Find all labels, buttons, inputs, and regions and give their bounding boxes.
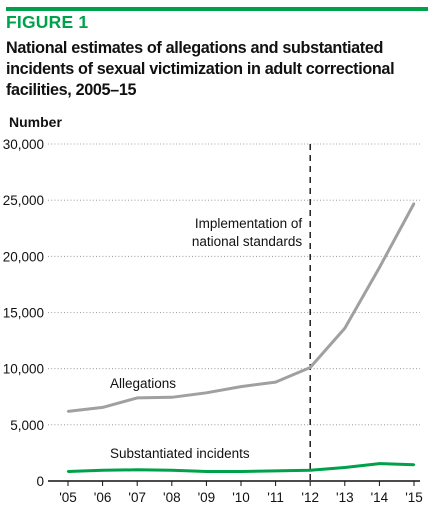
figure-top-rule — [6, 7, 428, 11]
y-axis-title: Number — [9, 114, 62, 130]
y-tick-label: 30,000 — [3, 137, 44, 152]
y-tick-label: 15,000 — [3, 306, 44, 321]
x-tick-label: '07 — [128, 490, 146, 505]
annotation-label-line-1: Implementation of — [195, 216, 303, 231]
x-tick-label: '14 — [371, 490, 389, 505]
substantiated-point — [309, 469, 312, 472]
allegations-point — [66, 410, 70, 413]
x-tick-label: '05 — [59, 490, 77, 505]
allegations-point — [274, 380, 277, 384]
y-axis-ticks: 0 5,000 10,000 15,000 20,000 25,000 30,000 — [3, 137, 44, 489]
y-tick-label: 5,000 — [10, 418, 44, 433]
figure-title: National estimates of allegations and su… — [6, 39, 395, 99]
x-tick-label: '10 — [232, 490, 250, 505]
substantiated-point — [170, 469, 173, 472]
y-tick-label: 10,000 — [3, 362, 44, 377]
substantiated-series-label: Substantiated incidents — [110, 446, 250, 461]
substantiated-point — [101, 469, 104, 472]
allegations-point — [309, 366, 312, 369]
allegations-point — [205, 391, 208, 395]
substantiated-point — [343, 466, 346, 469]
substantiated-point — [274, 469, 277, 473]
y-tick-label: 25,000 — [3, 193, 44, 208]
allegations-point — [239, 385, 243, 388]
substantiated-point — [239, 470, 243, 473]
x-tick-label: '09 — [198, 490, 216, 505]
x-tick-label: '06 — [94, 490, 112, 505]
series-lines — [66, 202, 416, 473]
allegations-point — [101, 406, 104, 409]
allegations-point — [170, 396, 173, 399]
allegations-point — [378, 266, 381, 269]
figure-label: FIGURE 1 — [6, 12, 89, 32]
x-axis-ticks: '05 '06 '07 '08 '09 '10 '11 '12 '13 '14 '15 — [59, 481, 423, 505]
annotation-label-line-2: national standards — [192, 234, 303, 249]
x-tick-label: '11 — [267, 490, 284, 505]
y-tick-label: 20,000 — [3, 249, 44, 264]
substantiated-point — [412, 463, 416, 466]
allegations-point — [412, 202, 416, 205]
grid-lines — [48, 143, 420, 426]
substantiated-point — [136, 468, 139, 471]
substantiated-point — [66, 470, 70, 473]
allegations-series-label: Allegations — [110, 376, 176, 391]
substantiated-point — [378, 462, 381, 465]
x-tick-label: '12 — [301, 490, 319, 505]
x-tick-label: '15 — [405, 490, 423, 505]
allegations-point — [343, 327, 346, 330]
x-tick-label: '08 — [163, 490, 181, 505]
y-tick-label: 0 — [36, 474, 44, 489]
allegations-point — [136, 396, 139, 400]
x-tick-label: '13 — [336, 490, 354, 505]
annotation: Implementation of national standards — [192, 144, 311, 481]
substantiated-point — [205, 470, 208, 473]
